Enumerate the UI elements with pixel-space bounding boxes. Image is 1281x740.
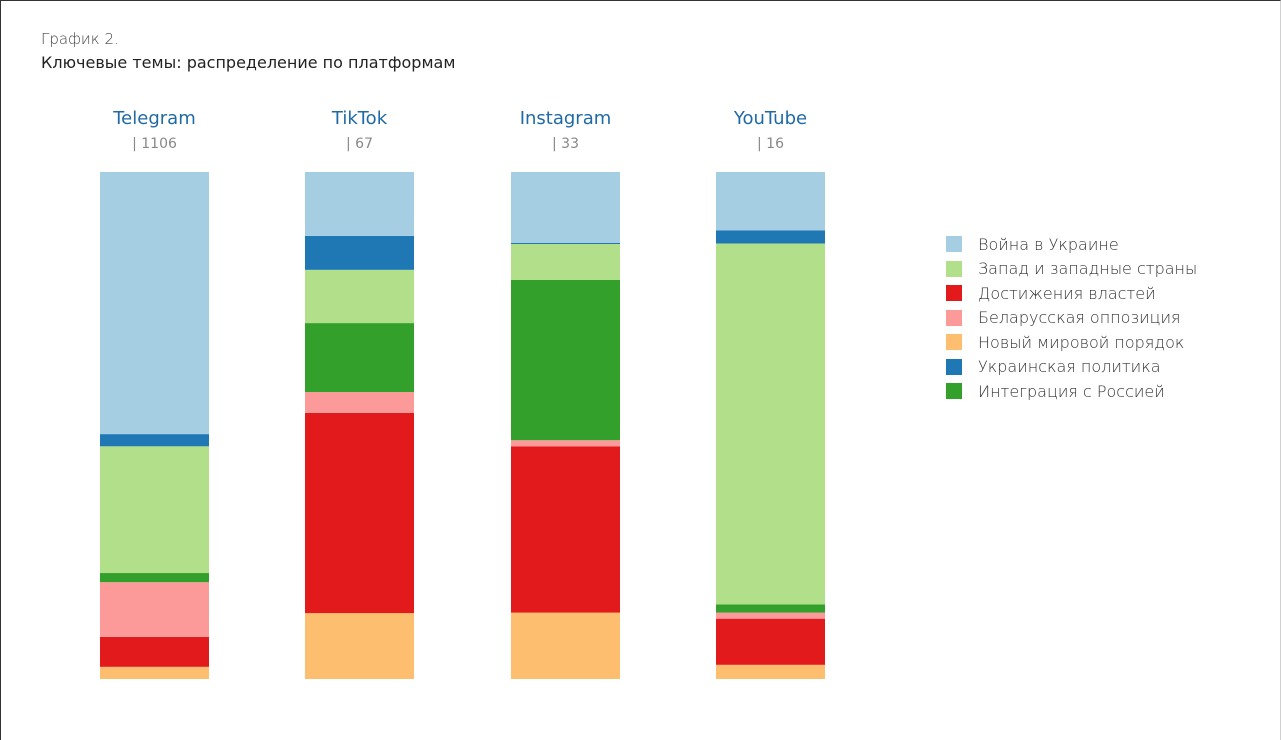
chart-legend: Война в Украине Запад и западные страны До… — [946, 232, 1197, 404]
bar-segment-telegram-1 — [100, 636, 209, 667]
bar-segment-instagram-5 — [511, 242, 620, 244]
bar-segment-instagram-1 — [511, 446, 620, 613]
bar-segment-youtube-5 — [716, 230, 825, 244]
legend-label: Война в Украине — [978, 234, 1119, 254]
bar-segment-telegram-4 — [100, 446, 209, 574]
legend-item: Украинская политика — [946, 355, 1197, 380]
legend-label: Достижения властей — [978, 283, 1156, 303]
bar-segment-telegram-6 — [100, 172, 209, 435]
bar-segment-telegram-2 — [100, 582, 209, 637]
total-label-youtube: | 16 — [757, 136, 784, 152]
bar-segment-youtube-0 — [716, 664, 825, 679]
bar-segment-youtube-2 — [716, 612, 825, 619]
legend-swatch — [946, 260, 962, 277]
bar-segment-telegram-5 — [100, 434, 209, 447]
legend-item: Достижения властей — [946, 281, 1197, 306]
total-label-instagram: | 33 — [552, 136, 579, 152]
category-label-youtube: YouTube — [733, 108, 807, 129]
legend-swatch — [946, 236, 962, 253]
legend-item: Запад и западные страны — [946, 257, 1197, 282]
bar-segment-telegram-3 — [100, 573, 209, 583]
chart-title: Ключевые темы: распределение по платформ… — [41, 53, 456, 72]
bar-segment-tiktok-4 — [305, 269, 414, 324]
legend-item: Новый мировой порядок — [946, 330, 1197, 355]
bar-segment-tiktok-1 — [305, 412, 414, 614]
bar-segment-tiktok-3 — [305, 323, 414, 393]
total-label-telegram: | 1106 — [132, 136, 177, 152]
chart-title-prefix: График 2. — [41, 30, 119, 48]
legend-label: Беларусская оппозиция — [978, 308, 1181, 328]
legend-label: Новый мировой порядок — [978, 332, 1185, 352]
category-label-telegram: Telegram — [112, 108, 195, 129]
bar-segment-youtube-6 — [716, 172, 825, 231]
bar-segment-instagram-4 — [511, 243, 620, 280]
legend-swatch — [946, 285, 962, 302]
category-label-instagram: Instagram — [520, 108, 612, 129]
bar-segment-youtube-4 — [716, 243, 825, 605]
bar-segment-tiktok-2 — [305, 392, 414, 413]
bar-segment-instagram-2 — [511, 440, 620, 447]
legend-swatch — [946, 309, 962, 326]
bar-segment-tiktok-5 — [305, 235, 414, 270]
legend-item: Беларусская оппозиция — [946, 306, 1197, 331]
bar-segment-telegram-0 — [100, 666, 209, 679]
legend-label: Интеграция с Россией — [978, 381, 1165, 401]
legend-label: Запад и западные страны — [978, 259, 1198, 279]
bar-segment-instagram-6 — [511, 172, 620, 243]
legend-item: Война в Украине — [946, 232, 1197, 257]
legend-label: Украинская политика — [978, 357, 1161, 377]
legend-item: Интеграция с Россией — [946, 379, 1197, 404]
bar-segment-tiktok-6 — [305, 172, 414, 236]
bar-segment-youtube-1 — [716, 618, 825, 665]
legend-swatch — [946, 334, 962, 351]
total-label-tiktok: | 67 — [346, 136, 373, 152]
bar-segment-tiktok-0 — [305, 613, 414, 679]
legend-swatch — [946, 358, 962, 375]
bar-segment-instagram-3 — [511, 279, 620, 441]
category-label-tiktok: TikTok — [331, 108, 388, 129]
legend-swatch — [946, 383, 962, 400]
bar-segment-instagram-0 — [511, 612, 620, 679]
bar-segment-youtube-3 — [716, 604, 825, 613]
